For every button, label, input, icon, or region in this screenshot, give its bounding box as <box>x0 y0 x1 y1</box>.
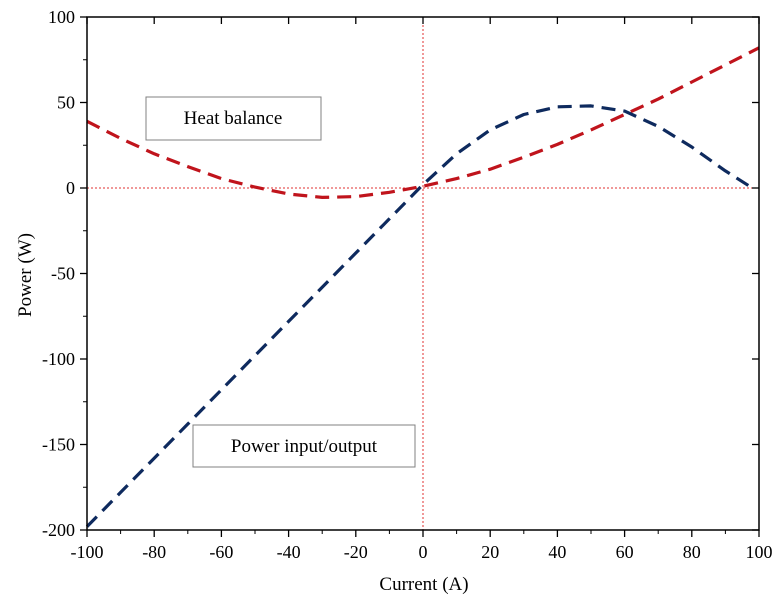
y-tick-label: 100 <box>48 7 75 27</box>
x-tick-label: 40 <box>548 542 566 562</box>
annotation-heat-balance-label: Heat balance <box>184 108 283 129</box>
annotation-power-io-label: Power input/output <box>231 436 378 457</box>
x-axis-title: Current (A) <box>379 574 468 595</box>
x-tick-label: -100 <box>71 542 104 562</box>
x-tick-label: 20 <box>481 542 499 562</box>
y-tick-label: 50 <box>57 93 75 113</box>
y-axis-title: Power (W) <box>15 233 36 317</box>
reference-lines <box>87 17 759 530</box>
y-tick-label: -150 <box>42 435 75 455</box>
series-line-2 <box>85 104 754 528</box>
series-layer <box>85 46 760 528</box>
y-tick-label: 0 <box>66 178 75 198</box>
annotation-heat-balance: Heat balance <box>145 96 322 141</box>
axis-ticks <box>80 16 760 537</box>
x-tick-label: -20 <box>344 542 368 562</box>
x-tick-label: -40 <box>277 542 301 562</box>
series-line-1 <box>86 46 760 199</box>
axis-tick-labels: -100 -80 -60 -40 -20 0 20 40 60 80 100-200-150-100… <box>42 7 773 562</box>
x-tick-label: 100 <box>746 542 773 562</box>
x-tick-label: -60 <box>209 542 233 562</box>
y-tick-label: -50 <box>51 264 75 284</box>
x-tick-label: 80 <box>683 542 701 562</box>
x-tick-label: 0 <box>419 542 428 562</box>
x-tick-label: 60 <box>616 542 634 562</box>
x-tick-label: -80 <box>142 542 166 562</box>
annotation-power-io: Power input/output <box>192 424 416 468</box>
y-tick-label: -200 <box>42 520 75 540</box>
y-tick-label: -100 <box>42 349 75 369</box>
